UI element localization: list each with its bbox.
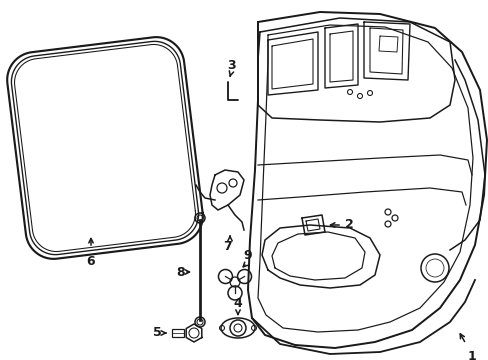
Bar xyxy=(172,329,183,337)
Text: 8: 8 xyxy=(176,266,184,279)
Text: 2: 2 xyxy=(345,219,353,231)
Text: 7: 7 xyxy=(223,240,232,253)
Text: 6: 6 xyxy=(86,255,95,268)
Text: 9: 9 xyxy=(243,249,252,262)
Text: 4: 4 xyxy=(233,297,242,310)
Text: 3: 3 xyxy=(227,59,236,72)
Circle shape xyxy=(195,317,204,327)
Text: 5: 5 xyxy=(153,327,162,339)
Circle shape xyxy=(195,213,204,223)
Text: 1: 1 xyxy=(467,350,476,360)
